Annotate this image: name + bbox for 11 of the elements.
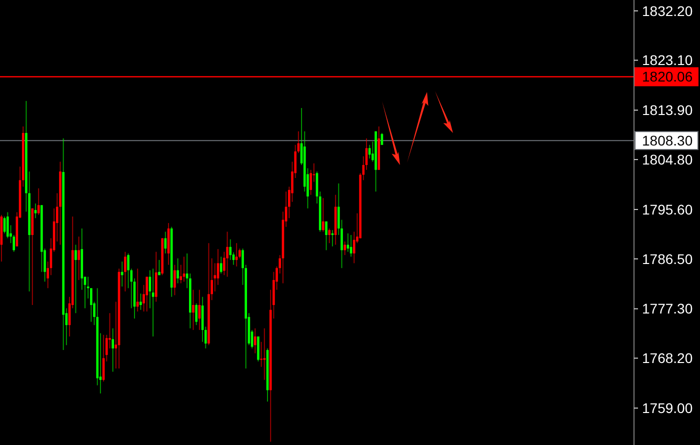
ref-line-label: 1808.30 bbox=[642, 132, 693, 148]
y-tick-label: 1804.80 bbox=[642, 151, 693, 168]
y-tick-label: 1813.90 bbox=[642, 102, 693, 118]
y-tick-label: 1759.00 bbox=[642, 400, 693, 416]
y-tick-label: 1795.60 bbox=[642, 201, 693, 218]
y-tick-label: 1832.20 bbox=[642, 2, 693, 19]
y-tick-label: 1823.10 bbox=[642, 52, 693, 68]
ref-line-label: 1820.06 bbox=[642, 68, 693, 85]
y-tick-label: 1768.20 bbox=[642, 350, 693, 366]
y-tick-label: 1777.30 bbox=[642, 300, 693, 317]
y-tick-label: 1786.50 bbox=[642, 250, 693, 267]
